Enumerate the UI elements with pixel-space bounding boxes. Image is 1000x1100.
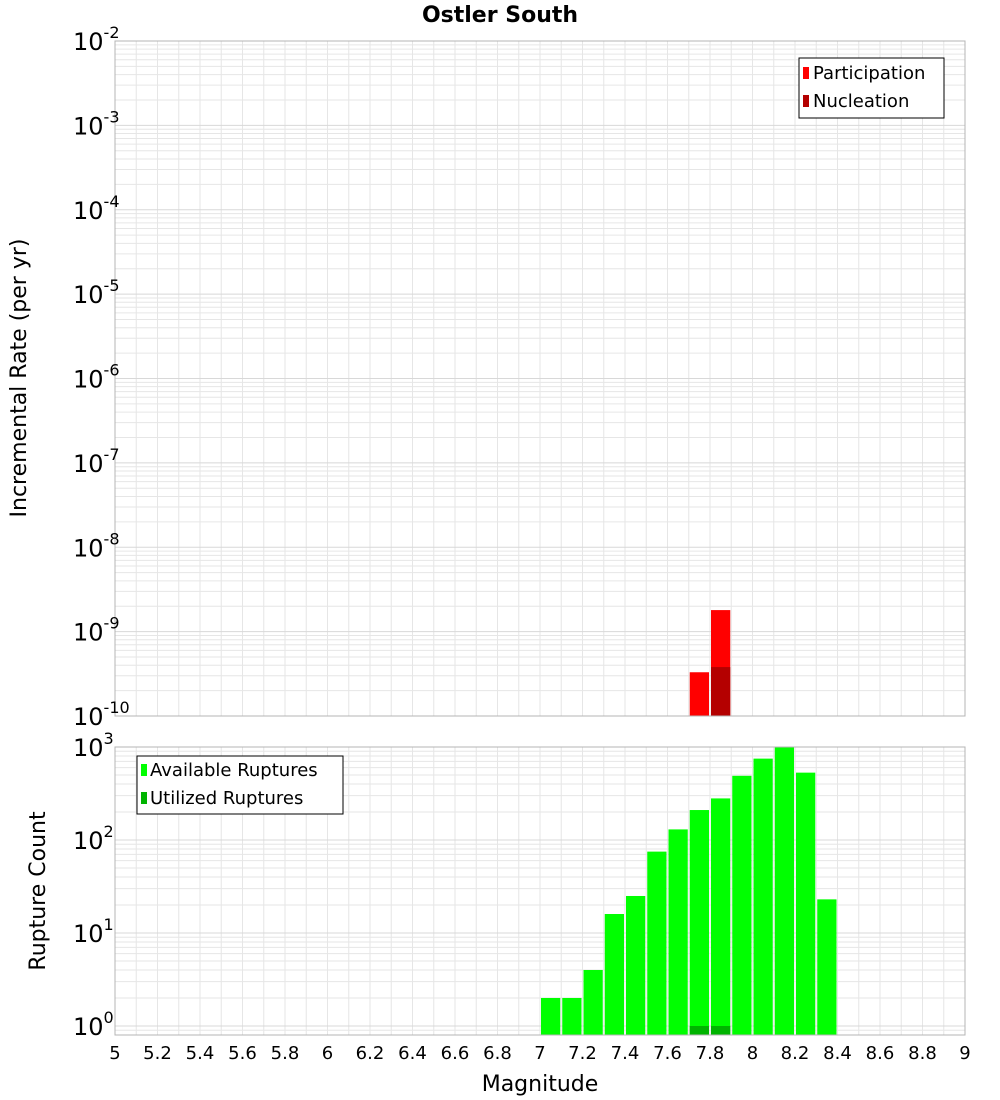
rupture-bars: [541, 747, 837, 1035]
y-tick-label: 10-7: [73, 445, 120, 478]
y-tick-label: 10-6: [73, 361, 120, 394]
rupture-plot-border: [114, 746, 966, 1036]
nucleation-legend-swatch: [803, 95, 809, 107]
x-tick-label: 7.2: [568, 1043, 597, 1064]
y-tick-label: 100: [73, 1008, 114, 1041]
participation-bar: [689, 672, 709, 716]
x-tick-label: 7.4: [611, 1043, 640, 1064]
available-ruptures-bar: [562, 997, 582, 1035]
rate-y-ticks: 10-10 10-9 10-8 10-7 10-6 10-5 10-4 10-3 10-2: [73, 23, 130, 731]
x-tick-label: 7: [534, 1043, 545, 1064]
available-ruptures-bar: [604, 914, 624, 1035]
rate-bars: [689, 610, 731, 716]
y-tick-label: 102: [73, 822, 114, 855]
y-tick-label: 101: [73, 915, 114, 948]
rate-panel: 10-10 10-9 10-8 10-7 10-6 10-5 10-4 10-3 10-2 In…: [7, 23, 966, 731]
rupture-count-panel: 100 101 102 103 5 5.2 5.4 5.6 5.8 6 6.2 6.4 6.6 6.8 7…: [26, 729, 971, 1097]
utilized-ruptures-bar: [689, 1026, 709, 1035]
x-tick-label: 6.8: [483, 1043, 512, 1064]
x-tick-label: 5.8: [271, 1043, 300, 1064]
x-tick-label: 8: [747, 1043, 758, 1064]
y-tick-label: 10-5: [73, 276, 120, 309]
y-tick-label: 10-9: [73, 614, 120, 647]
rupture-legend-box: [136, 755, 344, 815]
x-tick-label: 6: [322, 1043, 333, 1064]
available-ruptures-bar: [817, 899, 837, 1035]
y-tick-label: 10-2: [73, 23, 120, 56]
y-tick-label: 10-3: [73, 107, 120, 140]
chart-title: Ostler South: [422, 3, 578, 28]
participation-legend-swatch: [803, 67, 809, 79]
x-tick-label: 6.4: [398, 1043, 427, 1064]
available-ruptures-bar: [647, 851, 667, 1035]
x-tick-label: 6.6: [441, 1043, 470, 1064]
available-ruptures-bar: [732, 775, 752, 1035]
available-ruptures-bar: [689, 810, 709, 1035]
rate-legend-box: [798, 57, 945, 119]
available-legend-swatch: [141, 764, 147, 776]
available-ruptures-bar: [583, 969, 603, 1035]
utilized-legend-label: Utilized Ruptures: [150, 788, 303, 809]
utilized-ruptures-bar: [711, 1026, 731, 1035]
rupture-legend: Available Ruptures Utilized Ruptures: [136, 755, 344, 815]
rate-legend: Participation Nucleation: [798, 57, 945, 119]
available-legend-label: Available Ruptures: [150, 760, 318, 781]
available-ruptures-bar: [668, 829, 688, 1035]
x-tick-label: 5.6: [228, 1043, 257, 1064]
x-axis-label: Magnitude: [482, 1072, 599, 1097]
x-tick-label: 7.6: [653, 1043, 682, 1064]
available-ruptures-bar: [626, 895, 646, 1035]
available-ruptures-bar: [796, 772, 816, 1035]
x-tick-label: 8.8: [908, 1043, 937, 1064]
available-ruptures-bar: [541, 997, 561, 1035]
available-ruptures-bar: [774, 747, 794, 1035]
x-tick-label: 8.2: [781, 1043, 810, 1064]
x-tick-label: 9: [959, 1043, 970, 1064]
rate-plot-border: [114, 40, 966, 717]
x-tick-label: 5.4: [186, 1043, 215, 1064]
y-tick-label: 10-10: [73, 698, 130, 731]
x-tick-label: 6.2: [356, 1043, 385, 1064]
y-tick-label: 103: [73, 729, 114, 762]
x-tick-label: 8.6: [866, 1043, 895, 1064]
available-ruptures-bar: [753, 758, 773, 1035]
x-tick-label: 5.2: [143, 1043, 172, 1064]
rate-y-axis-label: Incremental Rate (per yr): [7, 239, 32, 518]
x-tick-label: 7.8: [696, 1043, 725, 1064]
rate-grid: [114, 40, 966, 717]
magnitude-x-ticks: 5 5.2 5.4 5.6 5.8 6 6.2 6.4 6.6 6.8 7 7.2 7.4 7.6 7.8 8…: [109, 1043, 970, 1064]
y-tick-label: 10-8: [73, 529, 120, 562]
utilized-legend-swatch: [141, 792, 147, 804]
nucleation-legend-label: Nucleation: [813, 91, 909, 112]
x-tick-label: 8.4: [823, 1043, 852, 1064]
rupture-y-ticks: 100 101 102 103: [73, 729, 114, 1041]
nucleation-bar: [711, 667, 731, 716]
participation-legend-label: Participation: [813, 63, 925, 84]
y-tick-label: 10-4: [73, 192, 120, 225]
rupture-y-axis-label: Rupture Count: [26, 811, 51, 971]
available-ruptures-bar: [711, 798, 731, 1035]
x-tick-label: 5: [109, 1043, 120, 1064]
